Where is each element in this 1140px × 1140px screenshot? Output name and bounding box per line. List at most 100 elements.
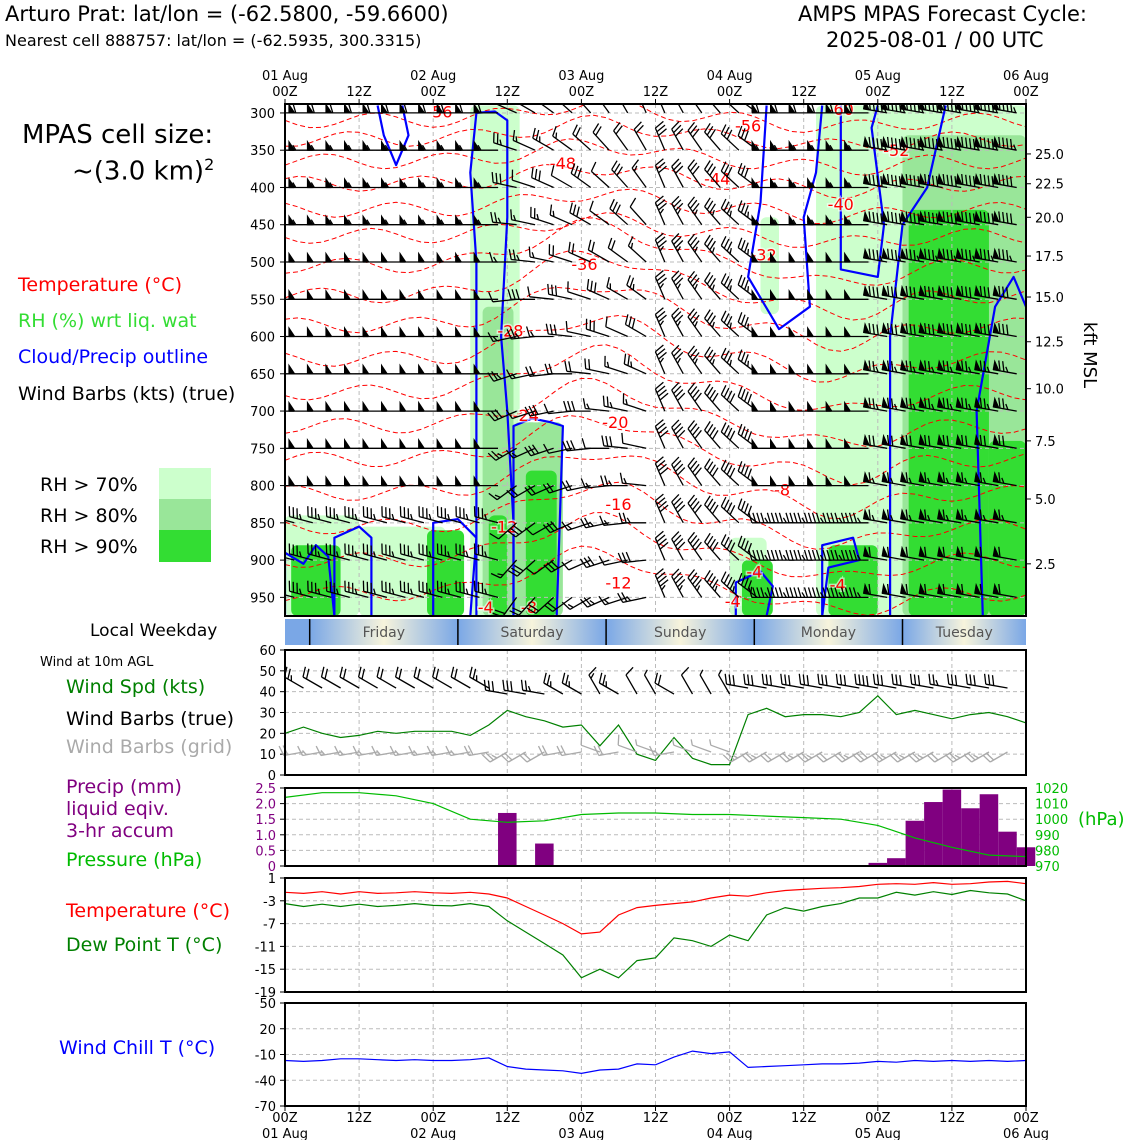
wind-barb-flag: [418, 214, 426, 226]
wind-barb: [627, 236, 647, 263]
pressure-tick-label: 1010: [1035, 798, 1068, 813]
wind-barb-flag: [992, 322, 1000, 334]
wind-barb: [381, 543, 406, 561]
wind-barb: [955, 360, 980, 375]
wind-barb: [863, 397, 888, 412]
wind-barb: [621, 104, 629, 114]
wind-barb: [487, 447, 517, 461]
wind-speed-line: [284, 694, 1027, 766]
wind-barb: [687, 270, 703, 300]
isotherm-label: -20: [602, 413, 628, 432]
wind-barb: [992, 397, 1017, 412]
wind-barb: [413, 666, 434, 689]
wind-barb-flag: [362, 104, 370, 114]
precip-label-2: liquid eqiv.: [66, 798, 169, 820]
wind-barb-flag: [825, 104, 833, 114]
wind-barb: [881, 285, 906, 300]
wind-barb: [543, 672, 564, 695]
wind-barb-flag: [770, 288, 778, 300]
panel-y-tick-label: 0: [268, 769, 276, 784]
wind-barb: [817, 673, 841, 689]
wind-barb: [493, 132, 517, 151]
bottom-date-label: 01 Aug: [262, 1127, 308, 1140]
wind-barb: [720, 571, 740, 598]
wind-barb-flag: [399, 475, 407, 486]
wind-barb-flag: [455, 400, 463, 412]
wind-barb: [881, 248, 906, 263]
wind-barb-flag: [288, 177, 296, 188]
hour-tick-label: 00Z: [420, 85, 446, 100]
wind-barb: [840, 549, 869, 561]
wind-barb: [872, 673, 897, 689]
wind-barb: [550, 165, 573, 189]
wind-barb-flag: [381, 251, 389, 263]
wind-barb: [545, 323, 573, 338]
legend-rh90-swatch: [159, 530, 211, 562]
wind-barb-flag: [436, 326, 444, 337]
wind-barb: [937, 136, 962, 151]
wind-barb-flag: [788, 288, 796, 300]
wind-barb: [918, 248, 943, 263]
wind-barb: [687, 494, 703, 524]
wind-barb-flag: [788, 326, 796, 337]
wind-barb: [720, 534, 740, 561]
wind-barb-flag: [436, 251, 444, 263]
wind-barb: [671, 382, 686, 412]
wind-barb: [625, 666, 638, 695]
wind-barb: [863, 248, 888, 263]
wind-barb-flag: [325, 400, 333, 412]
wind-barb-flag: [399, 214, 407, 226]
wind-barb: [621, 432, 647, 449]
wind-barb-flag: [436, 288, 444, 300]
bottom-hour-label: 00Z: [1013, 1111, 1039, 1126]
wind-barb-flag: [473, 437, 481, 449]
wind-barb-flag: [937, 582, 945, 595]
wind-barb-flag: [974, 433, 982, 446]
wind-barb: [671, 456, 686, 486]
wind-barb: [803, 512, 832, 524]
wind-barb: [654, 195, 667, 225]
legend-cloud: Cloud/Precip outline: [18, 346, 209, 368]
wind-barb: [974, 174, 999, 189]
pressure-tick-label: 300: [250, 107, 275, 122]
wind-barb: [483, 679, 508, 695]
wind-barb: [582, 398, 610, 412]
precip-label-3: 3-hr accum: [66, 820, 174, 842]
wind-barb: [561, 480, 591, 492]
isotherm-label: -24: [513, 406, 539, 425]
wind-barb-flag: [362, 326, 370, 337]
wind-barb-flag: [455, 104, 463, 114]
panel-y-tick-label: -19: [255, 986, 276, 1001]
wind-barb-flag: [455, 251, 463, 263]
wind-barb: [606, 276, 629, 300]
wind-barb-flag: [862, 471, 870, 484]
panel-y-tick-label: 50: [259, 997, 276, 1012]
cloud-outline: [333, 525, 373, 616]
wind-barb: [992, 360, 1017, 375]
wind-barb: [654, 672, 675, 695]
wind-barb-flag: [788, 363, 796, 375]
wind-barb-flag: [455, 363, 463, 375]
wind-barb: [629, 197, 647, 226]
wind-barb-flag: [325, 475, 333, 486]
wind-barb: [506, 328, 536, 340]
wind-barb: [592, 123, 610, 151]
bottom-hour-label: 12Z: [346, 1111, 372, 1126]
wind-barb: [598, 595, 628, 606]
wind-barb: [687, 345, 703, 375]
kft-tick-label: 5.0: [1035, 493, 1056, 508]
wind-barb: [687, 569, 703, 598]
wind-barb: [737, 162, 758, 189]
wind-barb-flag: [937, 210, 945, 223]
wind-barb-flag: [844, 363, 852, 375]
wind-barb-flag: [844, 104, 852, 114]
wind-barb: [863, 174, 888, 189]
wind-barb: [671, 121, 684, 151]
wind-barb: [694, 104, 703, 114]
bottom-hour-label: 00Z: [865, 1111, 891, 1126]
wind-barb-flag: [788, 104, 796, 114]
wind-barb: [992, 211, 1017, 226]
wind-barb-flag: [325, 288, 333, 300]
wind-barb-flag: [288, 288, 296, 300]
wind-barb-flag: [918, 471, 926, 484]
